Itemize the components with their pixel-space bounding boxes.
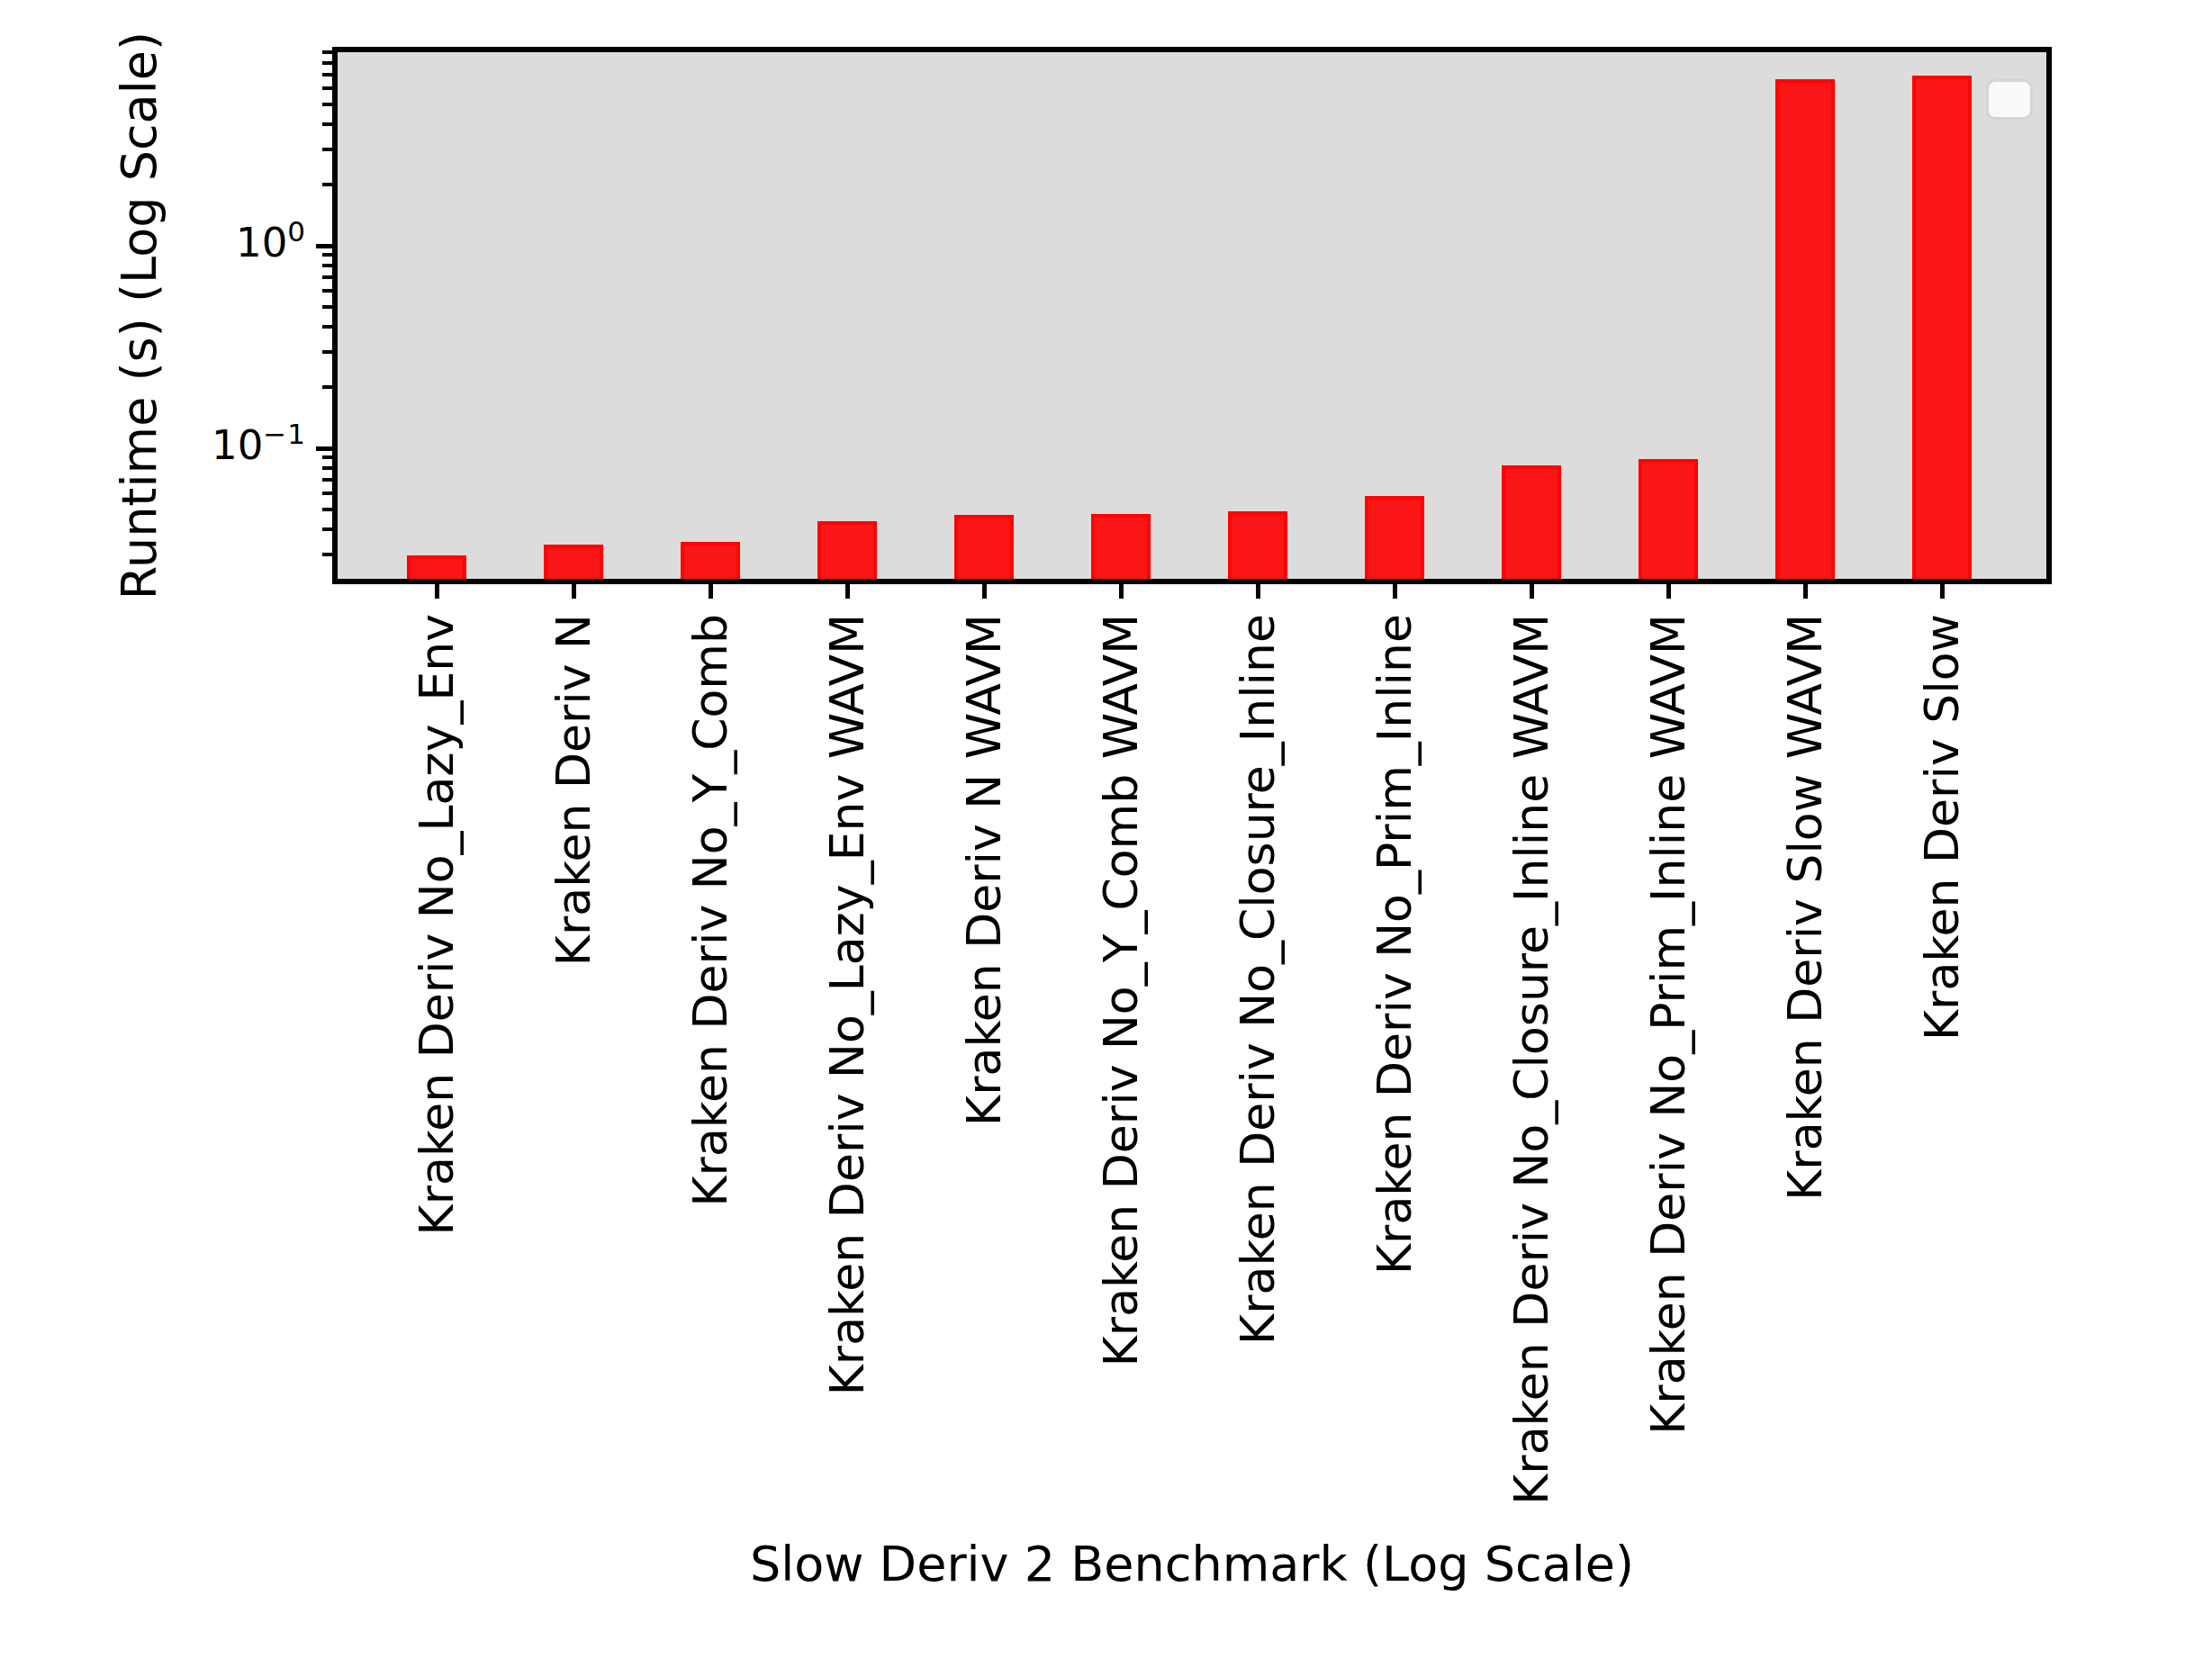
bar (1912, 76, 1972, 579)
x-tick (1666, 584, 1671, 599)
x-tick (572, 584, 576, 599)
y-tick-exponent: −1 (263, 418, 306, 450)
legend-box (1986, 79, 2033, 120)
x-tick (1530, 584, 1534, 599)
x-tick (1940, 584, 1945, 599)
bar (817, 521, 877, 579)
y-minor-tick (322, 455, 332, 459)
y-minor-tick (322, 305, 332, 309)
bar (1091, 514, 1151, 579)
x-tick-label: Kraken Deriv No_Closure_Inline (1234, 614, 1281, 1345)
x-tick-label: Kraken Deriv No_Y_Comb WAVM (1097, 614, 1144, 1366)
x-tick (1803, 584, 1808, 599)
bar (954, 515, 1014, 579)
x-tick (845, 584, 850, 599)
x-tick-label: Kraken Deriv N (550, 614, 597, 966)
bar (1365, 496, 1424, 579)
y-minor-tick (322, 50, 332, 54)
x-tick (1393, 584, 1397, 599)
x-tick (709, 584, 713, 599)
bar (681, 542, 740, 579)
x-tick (1119, 584, 1124, 599)
y-minor-tick (322, 553, 332, 556)
x-tick (982, 584, 987, 599)
x-tick-label: Kraken Deriv N WAVM (961, 614, 1007, 1126)
y-minor-tick (322, 491, 332, 495)
y-minor-tick (322, 478, 332, 482)
y-minor-tick (322, 508, 332, 511)
x-tick-label: Kraken Deriv Slow WAVM (1782, 614, 1828, 1201)
y-minor-tick (322, 264, 332, 267)
x-tick-label: Kraken Deriv Slow (1919, 614, 1965, 1041)
y-minor-tick (322, 61, 332, 65)
y-minor-tick (322, 86, 332, 90)
y-minor-tick (322, 325, 332, 329)
x-tick-label: Kraken Deriv No_Closure_Inline WAVM (1508, 614, 1555, 1505)
y-minor-tick (322, 103, 332, 106)
bar (407, 555, 466, 579)
y-major-tick (316, 446, 332, 451)
figure: 10010−1 Kraken Deriv No_Lazy_EnvKraken D… (0, 0, 2212, 1659)
y-tick-mantissa: 10 (212, 421, 263, 469)
y-minor-tick (322, 275, 332, 279)
y-minor-tick (322, 253, 332, 257)
y-tick-label: 10−1 (54, 425, 306, 465)
x-tick-label: Kraken Deriv No_Lazy_Env WAVM (824, 614, 871, 1395)
bar (1775, 79, 1835, 579)
y-minor-tick (322, 148, 332, 151)
x-tick-label: Kraken Deriv No_Y_Comb (687, 614, 734, 1207)
y-tick-exponent: 0 (287, 215, 306, 248)
y-tick-label: 100 (54, 222, 306, 263)
x-tick (1256, 584, 1260, 599)
y-major-tick (316, 244, 332, 248)
bar (1639, 459, 1698, 579)
bar (1502, 465, 1561, 579)
y-minor-tick (322, 183, 332, 186)
y-minor-tick (322, 289, 332, 293)
y-minor-tick (322, 73, 332, 77)
x-tick-label: Kraken Deriv No_Prim_Inline WAVM (1645, 614, 1692, 1435)
x-tick (435, 584, 439, 599)
bar (1228, 511, 1287, 579)
y-minor-tick (322, 350, 332, 354)
x-tick-label: Kraken Deriv No_Prim_Inline (1371, 614, 1418, 1275)
x-axis-label: Slow Deriv 2 Benchmark (Log Scale) (338, 1536, 2046, 1594)
y-minor-tick (322, 466, 332, 470)
x-tick-label: Kraken Deriv No_Lazy_Env (413, 614, 460, 1235)
y-minor-tick (322, 122, 332, 126)
y-minor-tick (322, 385, 332, 389)
bar (544, 545, 603, 579)
y-axis-label: Runtime (s) (Log Scale) (115, 32, 164, 600)
y-tick-mantissa: 10 (236, 219, 287, 266)
y-minor-tick (322, 527, 332, 531)
